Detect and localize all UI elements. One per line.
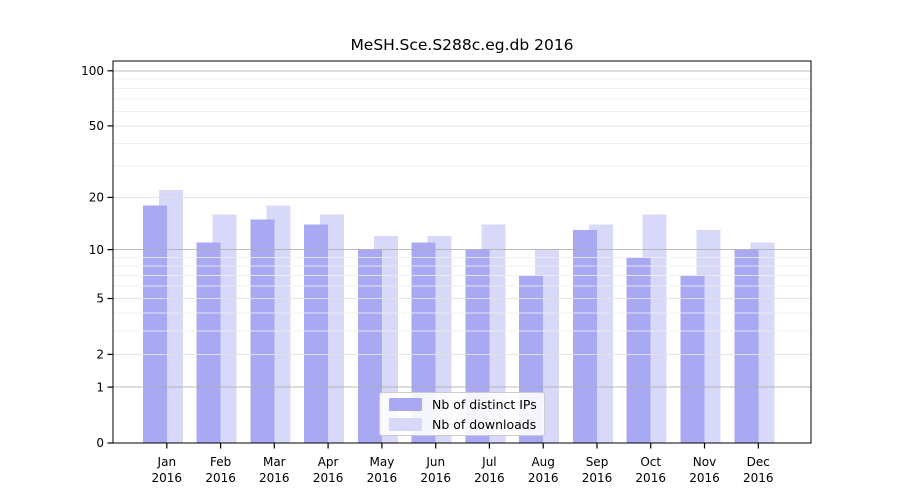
bar-distinct-ips-oct: [626, 257, 651, 443]
legend-swatch-distinct-ips: [389, 397, 422, 411]
y-axis-tick-label: 2: [96, 348, 104, 362]
x-axis-tick-label-month: Sep: [586, 455, 609, 469]
legend: Nb of distinct IPs Nb of downloads: [379, 392, 545, 436]
x-axis-tick-label-year: 2016: [474, 471, 505, 485]
x-axis-tick-label-year: 2016: [420, 471, 451, 485]
x-axis-tick-label-year: 2016: [152, 471, 183, 485]
x-axis-tick-label-year: 2016: [743, 471, 774, 485]
x-axis-tick-label-month: Nov: [693, 455, 716, 469]
y-axis-tick-label: 20: [89, 191, 104, 205]
x-axis-tick-label-year: 2016: [313, 471, 344, 485]
x-axis-tick-label-month: Mar: [263, 455, 286, 469]
x-axis-tick-label-year: 2016: [635, 471, 666, 485]
legend-label: Nb of downloads: [432, 416, 537, 432]
x-axis-tick-label-month: Oct: [640, 455, 661, 469]
bar-distinct-ips-apr: [304, 224, 329, 443]
x-axis-tick-label-year: 2016: [259, 471, 290, 485]
legend-label: Nb of distinct IPs: [432, 396, 537, 412]
bar-distinct-ips-feb: [196, 242, 221, 443]
x-axis-tick-label-year: 2016: [205, 471, 236, 485]
y-axis-tick-label: 10: [89, 243, 104, 257]
y-axis-tick-label: 100: [81, 64, 104, 78]
x-axis-tick-label-month: Dec: [747, 455, 770, 469]
x-axis-tick-label-month: Jul: [481, 455, 496, 469]
y-axis-tick-label: 0: [96, 436, 104, 450]
legend-swatch-downloads: [389, 417, 422, 431]
x-axis-tick-label-month: Aug: [531, 455, 554, 469]
x-axis-tick-label-year: 2016: [582, 471, 613, 485]
x-axis-tick-label-month: Apr: [318, 455, 339, 469]
bar-distinct-ips-sep: [573, 230, 597, 443]
bar-distinct-ips-nov: [680, 275, 705, 443]
y-axis-tick-label: 5: [96, 292, 104, 306]
plot-frame: [112, 60, 812, 444]
legend-item-downloads: Nb of downloads: [380, 416, 544, 433]
y-axis-tick-label: 50: [89, 119, 104, 133]
bar-distinct-ips-jan: [142, 205, 167, 443]
x-axis-tick-label-year: 2016: [689, 471, 720, 485]
legend-item-distinct-ips: Nb of distinct IPs: [380, 396, 544, 413]
x-axis-tick-label-month: Jan: [157, 455, 177, 469]
bar-distinct-ips-may: [357, 249, 382, 443]
x-axis-tick-label-year: 2016: [528, 471, 559, 485]
bar-distinct-ips-dec: [734, 249, 759, 443]
x-axis-tick-label-month: Jun: [425, 455, 445, 469]
chart-title: MeSH.Sce.S288c.eg.db 2016: [350, 36, 574, 54]
x-axis-tick-label-month: Feb: [210, 455, 231, 469]
x-axis-tick-label-month: May: [369, 455, 394, 469]
x-axis-tick-label-year: 2016: [367, 471, 398, 485]
y-axis-tick-label: 1: [96, 380, 104, 394]
